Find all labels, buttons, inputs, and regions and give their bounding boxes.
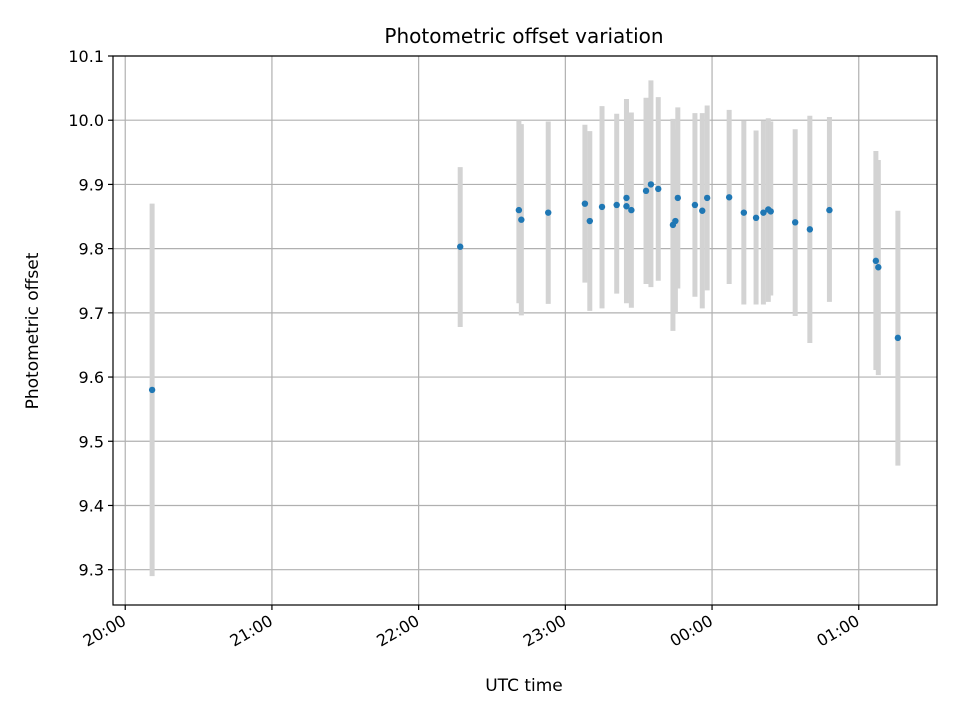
y-tick-label: 9.6 [79,368,104,387]
data-point [806,226,814,233]
data-points [148,181,902,394]
plot-frame [112,55,938,606]
data-point [613,201,620,209]
data-point [647,181,655,188]
data-point [767,208,774,215]
data-point [826,206,833,214]
data-point [872,257,880,265]
y-tick-label: 10.1 [68,47,104,66]
data-point [628,206,635,214]
data-point [598,203,606,211]
data-point [545,209,552,216]
data-point [725,194,733,201]
grid [113,55,937,605]
data-point [703,194,711,202]
data-point [760,209,767,216]
y-tick-label: 9.3 [79,561,104,580]
data-point [691,201,699,209]
y-tick-label: 9.8 [79,240,104,259]
data-point [740,209,748,216]
data-point [674,194,682,202]
data-point [581,200,589,207]
data-point [457,243,464,250]
data-point [586,217,593,225]
y-tick-label: 10.0 [68,111,104,130]
data-point [623,203,630,210]
y-tick-label: 9.9 [79,175,104,194]
y-tick-label: 9.4 [79,496,104,515]
x-axis-title: UTC time [485,676,563,696]
y-tick-label: 9.7 [79,304,104,323]
data-point [672,217,679,225]
data-point [791,219,799,226]
y-tick-label: 9.5 [79,432,104,451]
y-axis-title: Photometric offset [23,252,43,409]
data-point [894,334,902,342]
data-point [655,185,662,193]
data-point [752,214,760,222]
data-point [623,194,630,202]
data-point [148,386,156,394]
chart-title: Photometric offset variation [384,24,663,48]
data-point [699,207,706,214]
data-point [515,206,523,214]
data-point [518,216,525,223]
data-point [642,187,650,195]
data-point [875,264,882,271]
